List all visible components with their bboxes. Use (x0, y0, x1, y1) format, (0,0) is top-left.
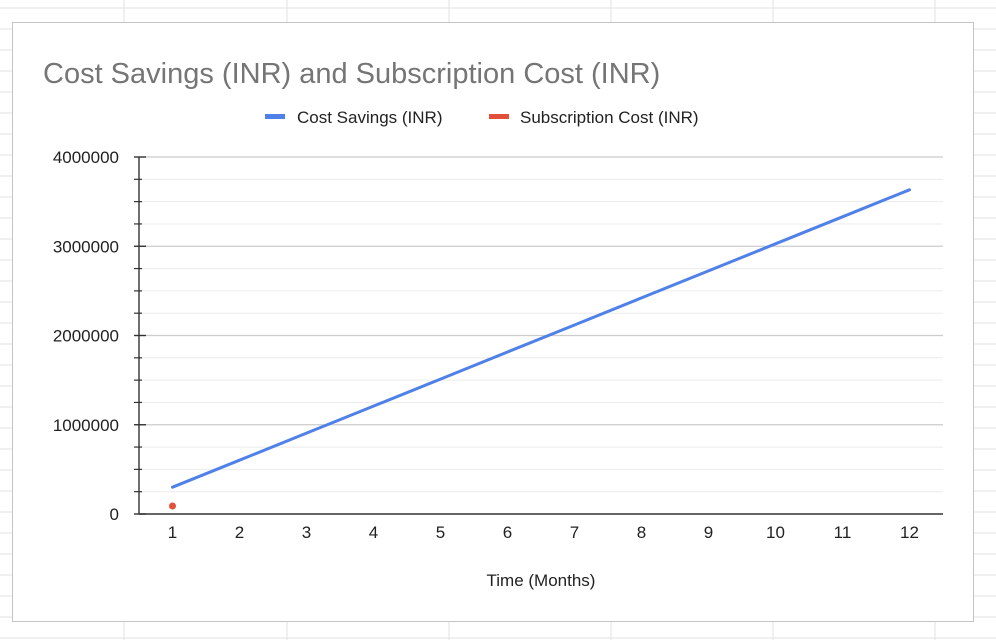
x-tick-label: 2 (235, 523, 244, 542)
x-tick-label: 12 (900, 523, 919, 542)
y-axis-ticks: 0 1000000 2000000 3000000 4000000 (53, 148, 146, 524)
x-tick-label: 8 (637, 523, 646, 542)
y-tick-label: 2000000 (53, 327, 119, 346)
x-tick-label: 3 (302, 523, 311, 542)
legend-entry: Subscription Cost (INR) (520, 108, 699, 127)
minor-gridlines (139, 178, 943, 493)
x-tick-label: 5 (436, 523, 445, 542)
x-tick-label: 10 (766, 523, 785, 542)
x-axis-ticks: 1 2 3 4 5 6 7 8 9 10 11 12 (168, 523, 919, 542)
legend-entry: Cost Savings (INR) (297, 108, 442, 127)
major-gridlines (139, 156, 943, 515)
y-tick-label: 4000000 (53, 148, 119, 167)
x-tick-label: 1 (168, 523, 177, 542)
legend-swatch (265, 114, 285, 119)
line-chart: Cost Savings (INR) and Subscription Cost… (43, 58, 943, 590)
series-layer (169, 188, 911, 510)
chart-card[interactable]: Cost Savings (INR) and Subscription Cost… (12, 22, 974, 622)
legend-swatch (489, 114, 509, 119)
series-point-2 (169, 502, 176, 510)
series-line-1 (171, 188, 911, 489)
x-tick-label: 7 (570, 523, 579, 542)
y-tick-label: 3000000 (53, 237, 119, 256)
chart-title: Cost Savings (INR) and Subscription Cost… (43, 58, 660, 90)
y-tick-label: 1000000 (53, 416, 119, 435)
x-tick-label: 4 (369, 523, 378, 542)
x-tick-label: 6 (503, 523, 512, 542)
x-tick-label: 11 (834, 523, 852, 542)
x-axis-label: Time (Months) (487, 571, 596, 590)
legend: Cost Savings (INR) Subscription Cost (INR… (265, 108, 699, 127)
y-tick-label: 0 (110, 505, 119, 524)
x-tick-label: 9 (704, 523, 713, 542)
